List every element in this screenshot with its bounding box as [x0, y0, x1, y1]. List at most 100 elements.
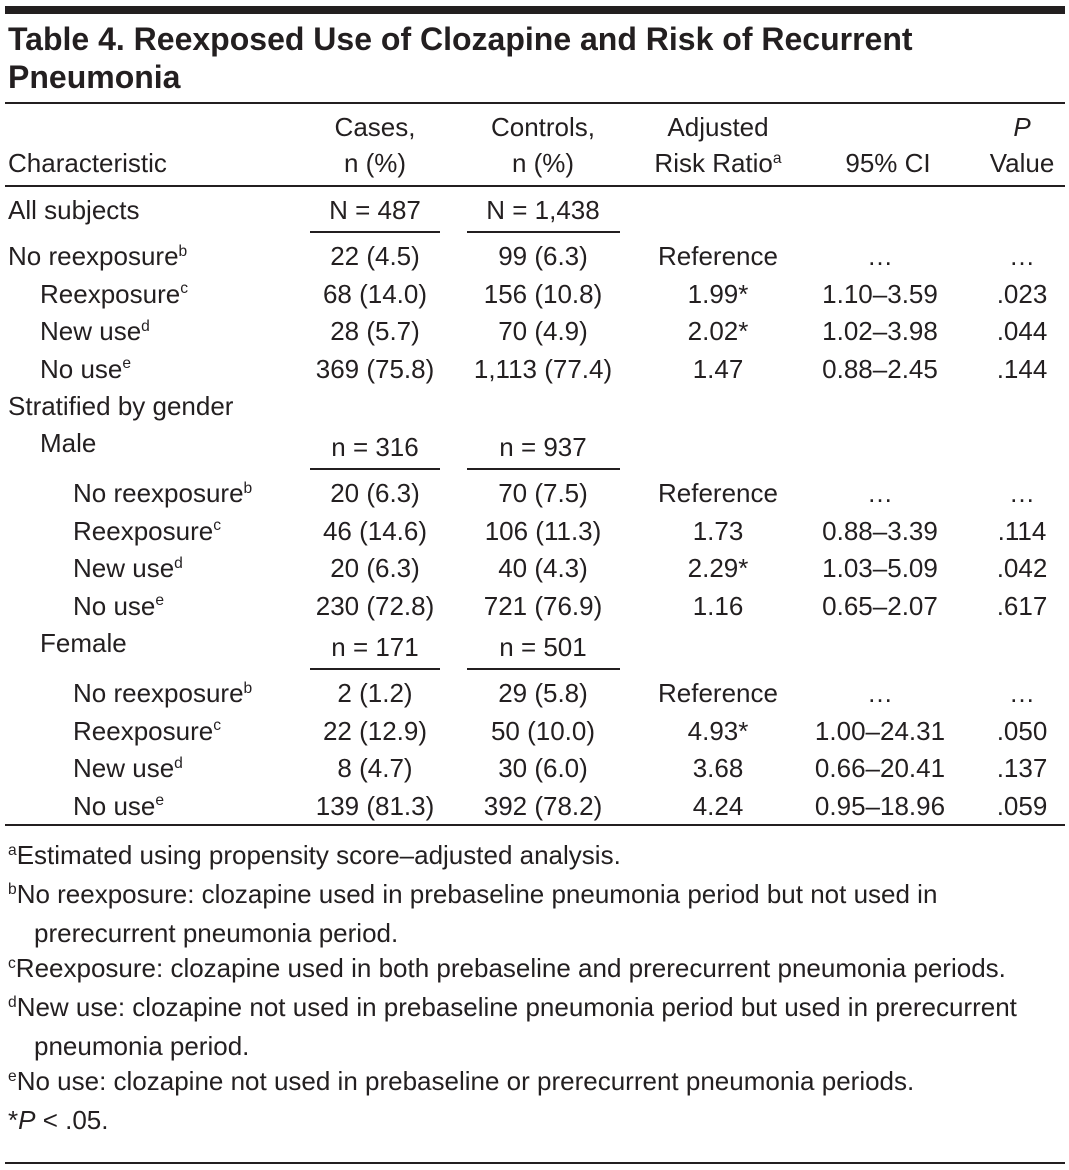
cell: .042	[997, 551, 1048, 585]
footnote-ref: a	[772, 149, 782, 167]
cell: 8 (4.7)	[337, 751, 412, 785]
cell: 22 (4.5)	[330, 239, 420, 273]
footnote-mark: e	[8, 1067, 17, 1085]
row-label: Reexposure	[73, 715, 214, 746]
cell: 22 (4.5)	[330, 241, 420, 271]
n-underline	[310, 468, 440, 470]
cell: 20 (6.3)	[330, 551, 420, 585]
footnote-ref: b	[243, 679, 253, 697]
cell: 230 (72.8)	[316, 589, 435, 623]
body-rule	[5, 824, 1065, 826]
cell: 70 (4.9)	[498, 316, 588, 346]
cell: …	[867, 478, 893, 508]
cell: 2.02*	[688, 314, 749, 348]
cell: Reference	[658, 476, 778, 510]
cell: 40 (4.3)	[498, 551, 588, 585]
cell: 20 (6.3)	[330, 553, 420, 583]
footnote-ref: b	[243, 479, 253, 497]
cell: 4.93*	[688, 714, 749, 748]
cell: 1.10–3.59	[822, 278, 938, 309]
header-characteristic: Characteristic	[8, 148, 167, 178]
cell: 22 (12.9)	[323, 714, 427, 748]
group-n: n = 316	[331, 430, 418, 464]
row-label: New used	[73, 551, 183, 590]
footnote-ref: d	[174, 754, 183, 772]
header-ci: 95% CI	[845, 146, 930, 180]
header-p: Value	[990, 146, 1055, 180]
footnote: cReexposure: clozapine used in both preb…	[8, 951, 1066, 990]
cell: 0.88–3.39	[822, 515, 938, 546]
cell: Reference	[658, 478, 778, 508]
title-rule	[5, 102, 1065, 104]
cell: .114	[998, 514, 1047, 548]
footnote-mark: c	[8, 954, 16, 972]
top-rule	[5, 6, 1065, 14]
group-label: Male	[40, 428, 97, 458]
cell: 28 (5.7)	[330, 314, 420, 348]
cell: 1.73	[693, 514, 744, 548]
cell: 4.24	[693, 789, 744, 823]
cell: 40 (4.3)	[498, 553, 588, 583]
footnote: eNo use: clozapine not used in prebaseli…	[8, 1064, 1066, 1103]
group-label: Female	[40, 628, 127, 658]
cell: 0.95–18.96	[815, 789, 945, 823]
header-arr: Adjusted	[667, 110, 768, 144]
group-n: n = 171	[331, 632, 419, 662]
cell: 1.73	[692, 515, 744, 546]
cell: .144	[997, 352, 1048, 386]
header-p: Value	[989, 148, 1055, 178]
group-n: n = 171	[331, 630, 418, 664]
table-title: Table 4. Reexposed Use of Clozapine and …	[8, 21, 913, 95]
cell: .137	[996, 753, 1048, 783]
group-label: All subjects	[8, 193, 140, 227]
cell: 139 (81.3)	[316, 789, 435, 823]
footnote-text: Reexposure: clozapine used in both preba…	[15, 953, 1006, 983]
cell: …	[867, 239, 893, 273]
row-label: New used	[40, 314, 150, 353]
cell: 30 (6.0)	[498, 753, 588, 783]
cell: 4.93*	[687, 715, 749, 746]
header-controls: n (%)	[511, 148, 575, 178]
footnote-text: < .05.	[35, 1105, 109, 1135]
row-label: Reexposurec	[73, 714, 221, 753]
footnote-mark: b	[8, 880, 17, 898]
cell: .144	[996, 353, 1048, 384]
header-controls: Controls,	[491, 110, 595, 144]
cell: 3.68	[692, 753, 744, 783]
cell: .042	[996, 553, 1048, 583]
header-cases: Cases,	[335, 110, 416, 144]
cell: …	[1009, 478, 1035, 508]
row-label: No usee	[73, 589, 164, 628]
row-label: New use	[73, 753, 175, 783]
footnote-ref: d	[174, 554, 183, 572]
cell: 70 (4.9)	[498, 314, 588, 348]
footnotes: aEstimated using propensity score–adjust…	[8, 838, 1066, 1138]
footnote-mark: a	[8, 841, 17, 859]
row-label: No reexposure	[73, 678, 244, 708]
cell: 0.88–3.39	[822, 514, 938, 548]
cell: 22 (12.9)	[322, 715, 428, 746]
cell: 106 (11.3)	[484, 515, 602, 546]
cell: …	[1009, 676, 1035, 710]
cell: 20 (6.3)	[330, 476, 420, 510]
footnote: aEstimated using propensity score–adjust…	[8, 838, 1066, 877]
cell: .050	[997, 714, 1048, 748]
group-n: N = 1,438	[486, 195, 600, 225]
cell: 1.00–24.31	[814, 715, 946, 746]
cell: …	[1009, 678, 1035, 708]
group-n: n = 501	[499, 632, 587, 662]
n-underline	[310, 231, 440, 233]
cell: 2.29*	[688, 551, 749, 585]
cell: 1,113 (77.4)	[473, 353, 613, 384]
group-n: n = 501	[499, 630, 586, 664]
cell: .114	[997, 515, 1047, 546]
cell: Reference	[658, 241, 778, 271]
cell: 20 (6.3)	[330, 478, 420, 508]
header-p: P	[1013, 112, 1031, 142]
cell: 1.02–3.98	[822, 314, 938, 348]
row-label: No reexposure	[8, 241, 179, 271]
header-characteristic: Characteristic	[8, 146, 167, 180]
cell: 0.88–2.45	[822, 352, 938, 386]
footnote-text: No reexposure: clozapine used in prebase…	[16, 879, 938, 948]
